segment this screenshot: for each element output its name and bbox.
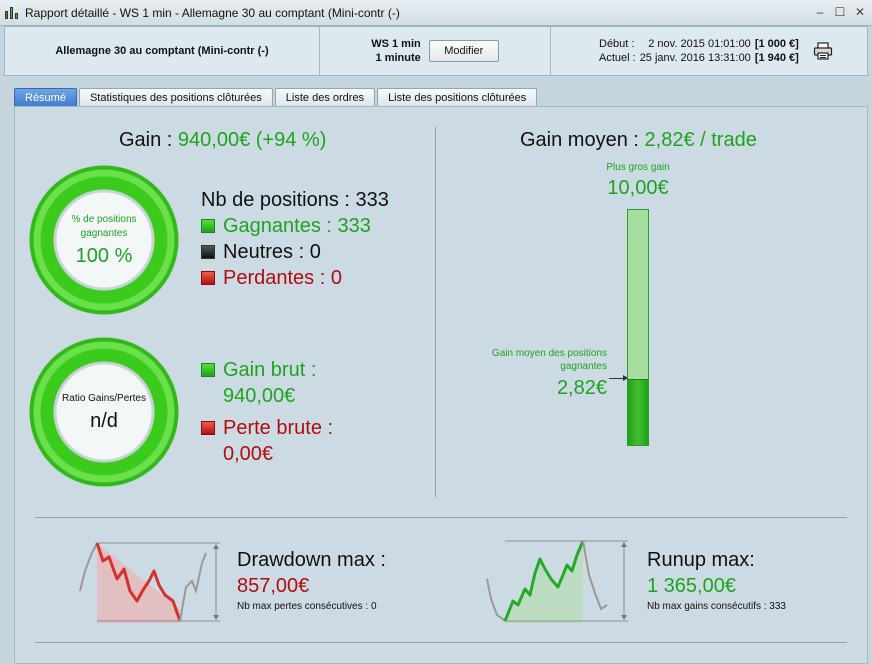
gross-gain-label: Gain brut : — [223, 359, 317, 381]
start-label: Début : — [599, 38, 635, 50]
start-date: 2 nov. 2015 01:01:00 — [648, 38, 751, 50]
modify-button[interactable]: Modifier — [428, 40, 499, 62]
max-gain-label: Plus gros gain — [606, 162, 670, 173]
positions-count: Nb de positions : 333 — [201, 189, 389, 211]
average-winner-value: 2,82€ — [556, 377, 607, 399]
gain-value: 940,00€ (+94 %) — [177, 129, 327, 151]
drawdown-line-before — [79, 542, 98, 592]
current-amount: [1 940 €] — [754, 52, 799, 64]
summary-panel: Gain : 940,00€ (+94 %) % de positions ga… — [14, 106, 868, 664]
drawdown-chart — [79, 542, 220, 623]
runup-line-before — [486, 578, 506, 622]
gross-loss-icon — [201, 421, 215, 435]
average-gain-bar-fill — [628, 378, 648, 445]
arrow-right-icon — [609, 375, 628, 381]
timeframe-section: WS 1 min 1 minute Modifier — [320, 27, 551, 75]
drawdown-line-after — [179, 552, 207, 622]
losers-legend-icon — [201, 271, 215, 285]
gain-title: Gain : 940,00€ (+94 %) — [119, 129, 327, 151]
current-label: Actuel : — [599, 52, 636, 64]
runup-line-after — [582, 540, 608, 611]
win-ratio-ring: % de positions gagnantes 100 % — [29, 165, 179, 315]
gross-gain-icon — [201, 363, 215, 377]
drawdown-consecutive-losses: Nb max pertes consécutives : 0 — [237, 601, 377, 612]
vertical-divider — [435, 127, 436, 497]
title-bar: Rapport détaillé - WS 1 min - Allemagne … — [0, 0, 872, 26]
drawdown-line — [95, 542, 182, 622]
tab-summary[interactable]: Résumé — [14, 88, 77, 107]
gross-stats: Gain brut : 940,00€ Perte brute : 0,00€ — [201, 357, 333, 467]
dates-section: Début : 2 nov. 2015 01:01:00 [1 000 €] A… — [551, 27, 867, 75]
horizontal-divider — [35, 517, 847, 518]
average-gain-value: 2,82€ / trade — [644, 129, 757, 151]
average-gain-bar — [627, 209, 649, 446]
tab-closed-positions-stats[interactable]: Statistiques des positions clôturées — [78, 88, 273, 107]
current-date: 25 janv. 2016 13:31:00 — [639, 52, 751, 64]
window-title: Rapport détaillé - WS 1 min - Allemagne … — [25, 5, 400, 20]
gross-loss-label: Perte brute : — [223, 417, 334, 439]
ratio-value: n/d — [90, 409, 118, 432]
tab-closed-positions-list[interactable]: Liste des positions clôturées — [377, 88, 538, 107]
tab-orders-list[interactable]: Liste des ordres — [274, 88, 376, 107]
average-winner-label: Gain moyen des positions gagnantes — [491, 348, 607, 372]
losers-count: Perdantes : 0 — [223, 267, 342, 289]
runup-chart — [486, 540, 628, 623]
gross-loss-value: 0,00€ — [223, 443, 274, 465]
runup-title: Runup max: — [647, 549, 755, 571]
runup-consecutive-gains: Nb max gains consécutifs : 333 — [647, 601, 786, 612]
neutral-count: Neutres : 0 — [223, 241, 321, 263]
gross-gain-value: 940,00€ — [223, 385, 296, 407]
runup-area — [505, 541, 583, 623]
gain-loss-ratio-ring: Ratio Gains/Pertes n/d — [29, 337, 179, 487]
tab-bar: Résumé Statistiques des positions clôtur… — [14, 88, 538, 107]
runup-value: 1 365,00€ — [647, 575, 736, 597]
ratio-label: Ratio Gains/Pertes — [62, 392, 146, 404]
drawdown-title: Drawdown max : — [237, 549, 386, 571]
start-amount: [1 000 €] — [754, 38, 799, 50]
win-ratio-label: % de positions gagnantes — [71, 213, 137, 239]
maximize-icon[interactable]: ☐ — [834, 5, 846, 19]
minimize-icon[interactable]: – — [816, 5, 824, 19]
drawdown-area — [97, 543, 180, 623]
winners-legend-icon — [201, 219, 215, 233]
average-gain-title: Gain moyen : 2,82€ / trade — [520, 129, 757, 151]
positions-stats: Nb de positions : 333 Gagnantes : 333 Ne… — [201, 187, 389, 291]
win-ratio-value: 100 % — [75, 244, 133, 267]
close-icon[interactable]: ✕ — [854, 5, 866, 19]
horizontal-divider-bottom — [35, 642, 847, 643]
runup-line — [503, 540, 585, 622]
winners-count: Gagnantes : 333 — [223, 215, 371, 237]
max-gain-value: 10,00€ — [607, 177, 669, 199]
instrument-name: Allemagne 30 au comptant (Mini-contr (-) — [5, 27, 320, 75]
drawdown-value: 857,00€ — [237, 575, 310, 597]
app-chart-icon — [4, 5, 20, 21]
timeframe-label: WS 1 min 1 minute — [371, 38, 421, 64]
printer-icon[interactable] — [813, 42, 833, 60]
report-header: Allemagne 30 au comptant (Mini-contr (-)… — [4, 26, 868, 76]
neutral-legend-icon — [201, 245, 215, 259]
